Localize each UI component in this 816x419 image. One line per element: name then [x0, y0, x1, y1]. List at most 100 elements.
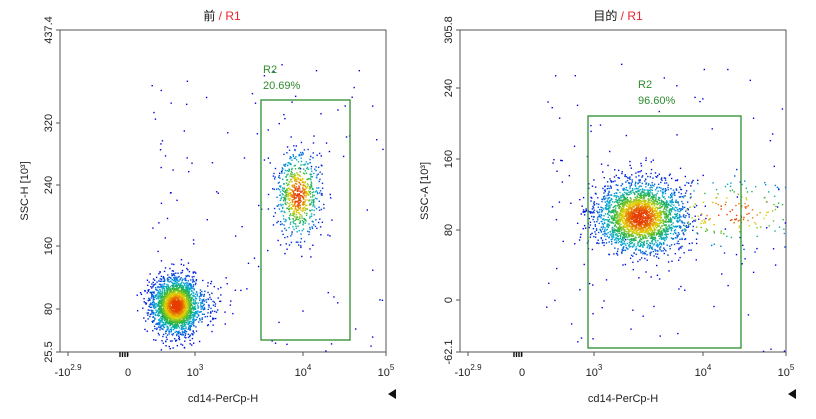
data-point — [640, 170, 643, 172]
y-tick-label: 240 — [443, 79, 455, 97]
data-point — [681, 205, 684, 208]
gate-r2-rect[interactable] — [260, 99, 351, 341]
data-point — [287, 194, 290, 196]
data-point — [184, 324, 187, 326]
data-point — [278, 204, 280, 206]
data-point — [162, 313, 165, 316]
data-point — [172, 309, 175, 311]
data-point — [161, 289, 163, 291]
data-point — [166, 292, 169, 294]
data-point — [576, 222, 579, 225]
data-point — [752, 271, 755, 274]
data-point — [153, 339, 155, 341]
data-point — [601, 306, 603, 309]
data-point — [282, 194, 284, 196]
data-point — [611, 211, 613, 213]
data-point — [592, 227, 595, 230]
data-point — [316, 154, 318, 156]
data-point — [311, 175, 313, 178]
data-point — [289, 156, 292, 158]
data-point — [177, 324, 179, 326]
data-point — [176, 279, 179, 282]
data-point — [685, 229, 687, 231]
data-point — [625, 176, 628, 178]
data-point — [654, 239, 657, 242]
data-point — [620, 226, 622, 228]
data-point — [189, 313, 191, 315]
data-point — [195, 279, 197, 282]
data-point — [180, 292, 182, 295]
data-point — [666, 216, 668, 219]
data-point — [162, 324, 164, 326]
data-point — [208, 294, 211, 296]
data-point — [607, 226, 610, 229]
data-point — [638, 277, 640, 279]
data-point — [607, 213, 609, 215]
data-point — [630, 242, 633, 244]
data-point — [655, 193, 657, 196]
data-point — [616, 188, 618, 191]
data-point — [681, 200, 683, 203]
data-point — [178, 289, 180, 292]
data-point — [188, 296, 190, 298]
data-point — [671, 196, 673, 198]
data-point — [174, 313, 176, 315]
data-point — [169, 324, 172, 326]
data-point — [607, 225, 609, 227]
data-point — [159, 290, 162, 292]
data-point — [633, 192, 636, 194]
data-point — [651, 240, 654, 242]
data-point — [197, 310, 199, 312]
data-point — [642, 235, 644, 237]
data-point — [286, 201, 288, 204]
data-point — [175, 302, 177, 304]
data-point — [167, 295, 170, 297]
data-point — [588, 187, 590, 189]
data-point — [162, 280, 165, 283]
data-point — [616, 222, 618, 224]
data-point — [320, 208, 323, 211]
data-point — [612, 233, 614, 235]
data-point — [311, 227, 314, 230]
data-point — [204, 290, 206, 293]
data-point — [199, 293, 202, 295]
data-point — [622, 233, 624, 236]
data-point — [163, 292, 166, 294]
data-point — [594, 236, 597, 238]
data-point — [286, 207, 288, 210]
data-point — [695, 238, 698, 240]
data-point — [615, 207, 617, 209]
data-point — [298, 154, 300, 157]
data-point — [190, 300, 193, 302]
data-point — [164, 285, 167, 288]
data-point — [312, 191, 315, 193]
data-point — [146, 330, 148, 332]
data-point — [251, 92, 254, 95]
data-point — [623, 196, 625, 198]
data-point — [284, 197, 287, 199]
data-point — [685, 226, 688, 229]
data-point — [619, 230, 621, 232]
data-point — [592, 207, 595, 209]
data-point — [168, 345, 170, 348]
data-point — [192, 298, 194, 301]
data-point — [644, 257, 646, 260]
data-point — [299, 214, 302, 216]
data-point — [172, 270, 175, 272]
data-point — [673, 216, 675, 218]
data-point — [193, 312, 195, 314]
data-point — [161, 314, 164, 317]
data-point — [176, 278, 178, 280]
data-point — [168, 287, 170, 289]
data-point — [293, 198, 295, 201]
data-point — [294, 177, 297, 179]
data-point — [157, 296, 160, 299]
axis-menu-arrow-icon[interactable] — [388, 389, 396, 399]
y-tick-label: 0 — [443, 297, 455, 303]
data-point — [604, 218, 607, 221]
data-point — [184, 324, 186, 326]
data-point — [187, 289, 189, 291]
data-point — [159, 319, 162, 322]
axis-menu-arrow-icon[interactable] — [788, 389, 796, 399]
